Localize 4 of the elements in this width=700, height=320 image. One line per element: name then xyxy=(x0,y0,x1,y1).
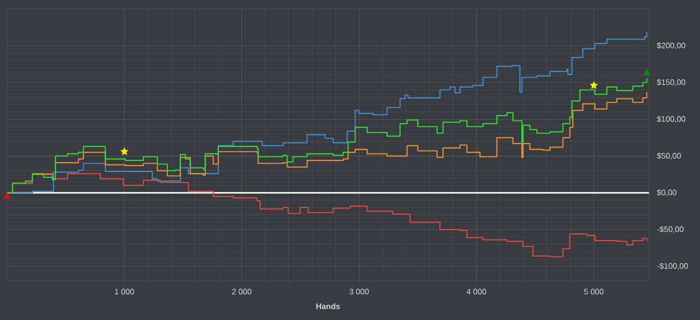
point xyxy=(643,68,650,76)
point xyxy=(120,147,128,156)
point xyxy=(590,81,598,89)
point xyxy=(3,192,11,199)
